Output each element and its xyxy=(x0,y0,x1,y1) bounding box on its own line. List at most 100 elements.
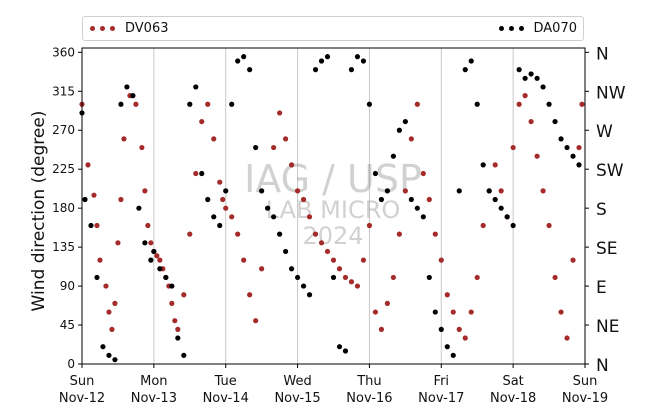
point-dv063-39 xyxy=(247,292,253,298)
point-dv063-9 xyxy=(115,240,121,246)
legend-entry-da070: DA070 xyxy=(498,21,577,37)
point-da070-15 xyxy=(163,274,169,281)
point-dv063-78 xyxy=(480,222,486,229)
point-da070-13 xyxy=(151,248,157,255)
point-dv063-62 xyxy=(384,300,390,306)
point-dv063-2 xyxy=(91,192,97,198)
point-dv063-5 xyxy=(103,283,109,289)
point-dv063-36 xyxy=(229,214,235,220)
point-dv063-16 xyxy=(145,222,151,229)
series-layer xyxy=(79,54,585,363)
x-tick-date-1: Nov-13 xyxy=(131,391,177,406)
point-da070-65 xyxy=(462,67,468,73)
point-dv063-93 xyxy=(570,257,576,263)
point-dv063-37 xyxy=(235,231,241,237)
point-dv063-35 xyxy=(223,205,229,211)
point-da070-52 xyxy=(384,188,390,194)
point-dv063-1 xyxy=(85,162,91,168)
point-da070-39 xyxy=(306,292,313,298)
point-da070-54 xyxy=(396,127,402,133)
right-label-1: NE xyxy=(596,317,619,337)
point-dv063-8 xyxy=(112,300,118,306)
y-axis: 0 45 90 135 180 225 270 315 360 xyxy=(52,45,82,371)
point-dv063-94 xyxy=(576,144,582,151)
point-dv063-20 xyxy=(157,257,163,263)
point-da070-2 xyxy=(88,222,94,229)
legend-marker-da070 xyxy=(498,25,526,32)
point-da070-84 xyxy=(576,162,582,168)
point-da070-77 xyxy=(534,75,540,81)
point-da070-43 xyxy=(330,274,337,281)
point-da070-6 xyxy=(112,357,118,363)
point-da070-53 xyxy=(390,153,396,159)
point-da070-20 xyxy=(193,84,199,90)
legend-entry-dv063: DV063 xyxy=(89,21,169,37)
watermark-line-0: IAG / USP xyxy=(244,157,422,201)
point-dv063-3 xyxy=(94,222,100,229)
point-da070-36 xyxy=(288,266,295,272)
x-tick-day-0: Sun xyxy=(70,374,95,389)
point-dv063-46 xyxy=(288,162,295,168)
point-da070-61 xyxy=(438,326,444,332)
point-da070-38 xyxy=(300,283,307,289)
point-da070-35 xyxy=(282,248,289,255)
point-da070-37 xyxy=(294,274,301,281)
point-dv063-17 xyxy=(148,240,154,246)
x-tick-day-6: Sat xyxy=(502,374,523,389)
point-da070-78 xyxy=(540,84,546,90)
point-da070-70 xyxy=(492,196,498,203)
point-da070-50 xyxy=(372,170,379,177)
y-tick-label-360: 360 xyxy=(52,45,75,59)
right-label-4: S xyxy=(596,200,607,220)
point-dv063-41 xyxy=(259,266,265,272)
point-da070-11 xyxy=(142,240,148,246)
legend: DV063 DA070 xyxy=(82,16,584,41)
point-dv063-91 xyxy=(558,309,564,315)
y-tick-label-180: 180 xyxy=(52,201,75,215)
point-dv063-31 xyxy=(205,101,211,107)
point-da070-42 xyxy=(324,54,331,60)
point-dv063-63 xyxy=(390,274,396,281)
point-dv063-73 xyxy=(450,309,456,315)
legend-marker-dv063 xyxy=(89,25,117,32)
point-dv063-14 xyxy=(139,144,145,151)
point-da070-40 xyxy=(312,67,319,73)
y-tick-label-90: 90 xyxy=(60,279,75,293)
point-dv063-30 xyxy=(199,118,205,125)
point-da070-32 xyxy=(265,205,271,211)
right-label-3: SE xyxy=(596,239,618,259)
plot-frame xyxy=(81,47,586,365)
point-dv063-72 xyxy=(444,292,450,298)
point-da070-16 xyxy=(169,283,175,289)
point-dv063-10 xyxy=(118,196,124,203)
point-dv063-87 xyxy=(534,153,540,159)
point-da070-67 xyxy=(474,101,480,107)
point-dv063-26 xyxy=(175,326,181,332)
point-da070-83 xyxy=(570,153,576,159)
point-dv063-75 xyxy=(462,335,468,341)
point-dv063-92 xyxy=(564,335,570,341)
x-tick-day-5: Fri xyxy=(434,374,450,389)
x-axis: Sun Nov-12 Mon Nov-13 Tue Nov-14 Wed Nov-15 Thu N… xyxy=(59,364,608,406)
point-da070-3 xyxy=(94,274,100,281)
point-da070-33 xyxy=(271,214,277,220)
right-label-5: SW xyxy=(596,161,624,181)
point-da070-82 xyxy=(564,144,570,151)
point-dv063-34 xyxy=(220,196,226,203)
point-dv063-51 xyxy=(318,240,325,246)
point-dv063-50 xyxy=(312,231,319,237)
point-dv063-69 xyxy=(426,196,432,203)
point-dv063-60 xyxy=(372,309,379,315)
x-tick-date-2: Nov-14 xyxy=(203,391,249,406)
point-dv063-52 xyxy=(324,248,331,255)
point-dv063-90 xyxy=(552,274,558,281)
x-tick-day-7: Sun xyxy=(573,374,598,389)
point-dv063-58 xyxy=(360,257,367,263)
x-tick-day-4: Thu xyxy=(356,374,381,389)
point-da070-19 xyxy=(187,101,193,107)
point-da070-51 xyxy=(378,196,385,203)
point-dv063-88 xyxy=(540,188,546,194)
point-da070-49 xyxy=(366,101,373,107)
point-da070-26 xyxy=(229,101,235,107)
point-da070-21 xyxy=(199,170,205,177)
